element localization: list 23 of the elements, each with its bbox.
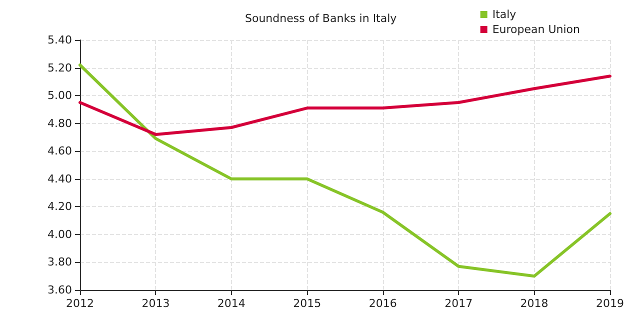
y-tick-label: 4.40 — [48, 172, 72, 186]
line-series — [78, 64, 612, 278]
y-tick-label: 3.60 — [48, 284, 72, 296]
x-tick-label: 2013 — [142, 297, 170, 310]
x-tick-label: 2019 — [596, 297, 624, 310]
y-tick-label: 4.00 — [48, 228, 72, 241]
y-tick-label: 4.80 — [48, 116, 72, 130]
y-tick-label: 5.20 — [48, 61, 72, 74]
x-tick-label: 2012 — [66, 297, 94, 310]
y-tick-label: 5.00 — [48, 89, 72, 102]
chart-title: Soundness of Banks in Italy — [245, 12, 398, 25]
x-tick-label: 2014 — [217, 297, 246, 310]
legend-label: European Union — [492, 23, 580, 36]
x-tick-label: 2015 — [293, 297, 322, 310]
x-tick-label: 2018 — [520, 297, 548, 310]
y-tick-label: 4.20 — [48, 200, 72, 214]
line-series — [78, 74, 612, 136]
y-tick-label: 5.40 — [48, 34, 72, 46]
x-tick-label: 2017 — [444, 297, 473, 310]
y-tick-label: 4.60 — [48, 144, 72, 158]
x-tick-label: 2016 — [368, 297, 397, 310]
y-tick-label: 3.80 — [48, 256, 72, 269]
legend-label: Italy — [492, 8, 517, 21]
